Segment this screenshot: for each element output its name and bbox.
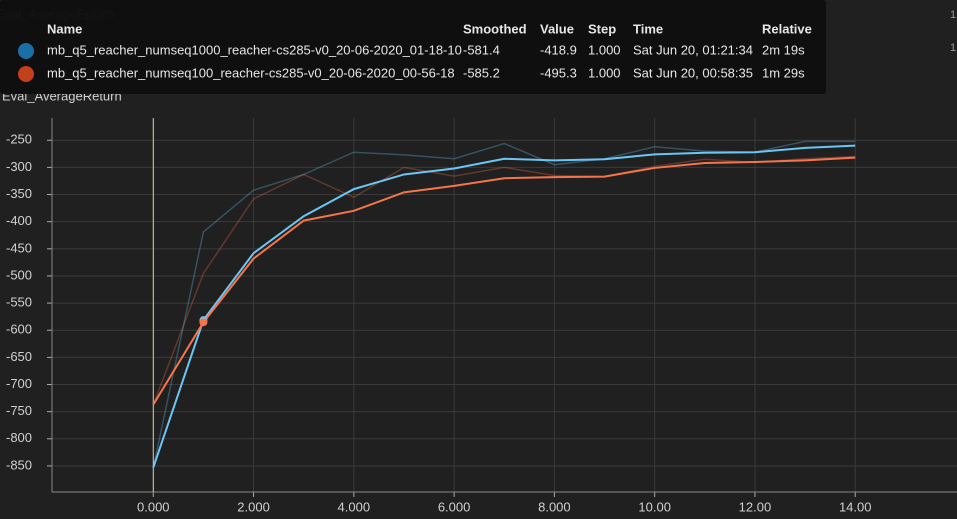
tooltip-box [0, 0, 826, 94]
legend-dot [18, 66, 34, 82]
legend-dot [18, 43, 34, 59]
tooltip-header: Step [588, 21, 616, 36]
step: 1.000 [588, 42, 621, 57]
raw-value: -418.9 [540, 42, 577, 57]
y-tick-label: -350 [6, 186, 32, 201]
tooltip-header: Value [540, 21, 574, 36]
tooltip-header: Name [47, 21, 82, 36]
y-tick-label: -250 [6, 132, 32, 147]
x-tick-label: 4.000 [338, 499, 371, 514]
edge-mark: 1 [950, 9, 956, 21]
tooltip-header: Relative [762, 21, 812, 36]
y-tick-label: -750 [6, 403, 32, 418]
raw-value: -495.3 [540, 65, 577, 80]
y-tick-label: -550 [6, 295, 32, 310]
x-tick-label: 14.00 [839, 499, 872, 514]
y-tick-label: -600 [6, 322, 32, 337]
series-name: mb_q5_reacher_numseq100_reacher-cs285-v0… [47, 65, 455, 80]
relative: 2m 19s [762, 42, 805, 57]
y-tick-label: -850 [6, 457, 32, 472]
y-tick-label: -700 [6, 376, 32, 391]
time: Sat Jun 20, 00:58:35 [633, 65, 753, 80]
y-tick-label: -500 [6, 267, 32, 282]
tooltip-header: Time [633, 21, 663, 36]
relative: 1m 29s [762, 65, 805, 80]
y-tick-label: -300 [6, 159, 32, 174]
x-tick-label: 0.000 [137, 499, 170, 514]
time: Sat Jun 20, 01:21:34 [633, 42, 753, 57]
smoothed-value: -581.4 [463, 42, 500, 57]
y-tick-label: -400 [6, 213, 32, 228]
x-tick-label: 8.000 [538, 499, 571, 514]
hover-point [199, 318, 208, 327]
smoothed-line [152, 144, 856, 468]
x-tick-label: 12.00 [739, 499, 772, 514]
step: 1.000 [588, 65, 621, 80]
edge-mark: 1 [950, 42, 956, 54]
x-tick-label: 2.000 [237, 499, 270, 514]
y-tick-label: -650 [6, 349, 32, 364]
smoothed-line [152, 156, 856, 406]
series-name: mb_q5_reacher_numseq1000_reacher-cs285-v… [47, 42, 462, 57]
x-tick-label: 6.000 [438, 499, 471, 514]
smoothed-value: -585.2 [463, 65, 500, 80]
y-tick-label: -800 [6, 430, 32, 445]
x-tick-label: 10.00 [638, 499, 671, 514]
y-tick-label: -450 [6, 240, 32, 255]
tooltip-header: Smoothed [463, 21, 527, 36]
